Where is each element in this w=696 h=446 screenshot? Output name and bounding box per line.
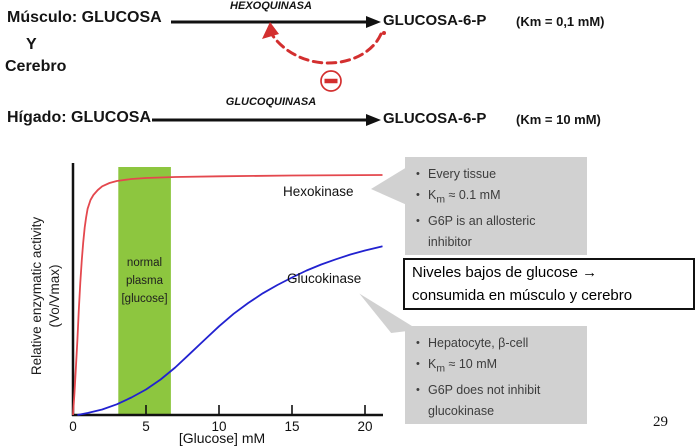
glucokinase-notes-list: • Hepatocyte, β-cell • Km ≈ 10 mM • G6P does … — [415, 333, 579, 422]
bullet-item: • Km ≈ 10 mM — [415, 354, 579, 380]
pathway-graphics — [152, 16, 386, 126]
inhibition-minus-icon — [320, 70, 342, 92]
muscle-substrate-label: Músculo: GLUCOSA — [7, 9, 162, 26]
note-line1: Niveles bajos de glucose → — [412, 264, 598, 281]
bullet-item: • G6P does not inhibit glucokinase — [415, 380, 579, 422]
bullet-item: • G6P is an allosteric inhibitor — [415, 211, 579, 253]
bullet-dot: • — [416, 189, 420, 201]
chart-curves — [72, 174, 383, 416]
hexokinase-curve — [72, 174, 383, 416]
km-value-hexokinase: (Km = 0,1 mM) — [516, 14, 605, 29]
bullet-dot: • — [416, 383, 420, 396]
bullet-dot: • — [416, 337, 420, 349]
kinetics-chart: normal plasma [glucose] Hexokinase Glucokin… — [69, 163, 383, 446]
bullet-item: • Hepatocyte, β-cell — [415, 333, 579, 354]
g6p-product-label-1: GLUCOSA-6-P — [383, 12, 487, 29]
svg-text:15: 15 — [284, 419, 299, 434]
bullet-dot: • — [416, 358, 420, 370]
hexokinase-reaction-arrow — [171, 16, 381, 28]
normal-plasma-band-label: normal plasma [glucose] — [121, 257, 167, 305]
svg-text:20: 20 — [357, 419, 372, 434]
brain-tissue-label: Cerebro — [5, 58, 67, 75]
and-label: Y — [26, 36, 37, 53]
x-axis-label: [Glucose] mM — [179, 430, 265, 446]
svg-text:10: 10 — [211, 419, 226, 434]
bullet-dot: • — [416, 168, 420, 180]
spanish-note-box: Niveles bajos de glucose → consumida en … — [403, 258, 695, 310]
x-axis-tick-labels: 0 5 10 15 20 — [69, 419, 372, 434]
glucokinase-curve-label: Glucokinase — [287, 271, 361, 286]
hexokinase-callout-box: • Every tissue • Km ≈ 0.1 mM • G6P is an allo… — [405, 157, 587, 255]
hexokinase-curve-label: Hexokinase — [283, 184, 354, 199]
glucokinase-callout-box: • Hepatocyte, β-cell • Km ≈ 10 mM • G6P does … — [405, 326, 587, 424]
note-line2: consumida en músculo y cerebro — [412, 287, 633, 304]
hexokinase-notes-list: • Every tissue • Km ≈ 0.1 mM • G6P is an allo… — [415, 164, 579, 253]
bullet-item: • Every tissue — [415, 164, 579, 185]
glucokinase-reaction-arrow — [152, 114, 381, 126]
normal-plasma-band — [118, 167, 171, 415]
bullet-dot: • — [416, 214, 420, 227]
chart-axes — [71, 163, 383, 417]
svg-text:5: 5 — [142, 419, 150, 434]
bullet-item: • Km ≈ 0.1 mM — [415, 185, 579, 211]
g6p-product-label-2: GLUCOSA-6-P — [383, 110, 487, 127]
page-number: 29 — [653, 414, 668, 430]
feedback-inhibition-arrow — [262, 22, 386, 65]
km-value-glucokinase: (Km = 10 mM) — [516, 112, 601, 127]
glucokinase-curve — [77, 245, 383, 416]
glucoquinasa-enzyme-label: GLUCOQUINASA — [225, 96, 317, 108]
svg-text:0: 0 — [69, 419, 77, 434]
hexoquinasa-enzyme-label: HEXOQUINASA — [230, 0, 312, 12]
x-axis-ticks — [145, 405, 366, 415]
liver-substrate-label: Hígado: GLUCOSA — [7, 109, 151, 126]
curve-labels: Hexokinase Glucokinase — [283, 184, 361, 286]
